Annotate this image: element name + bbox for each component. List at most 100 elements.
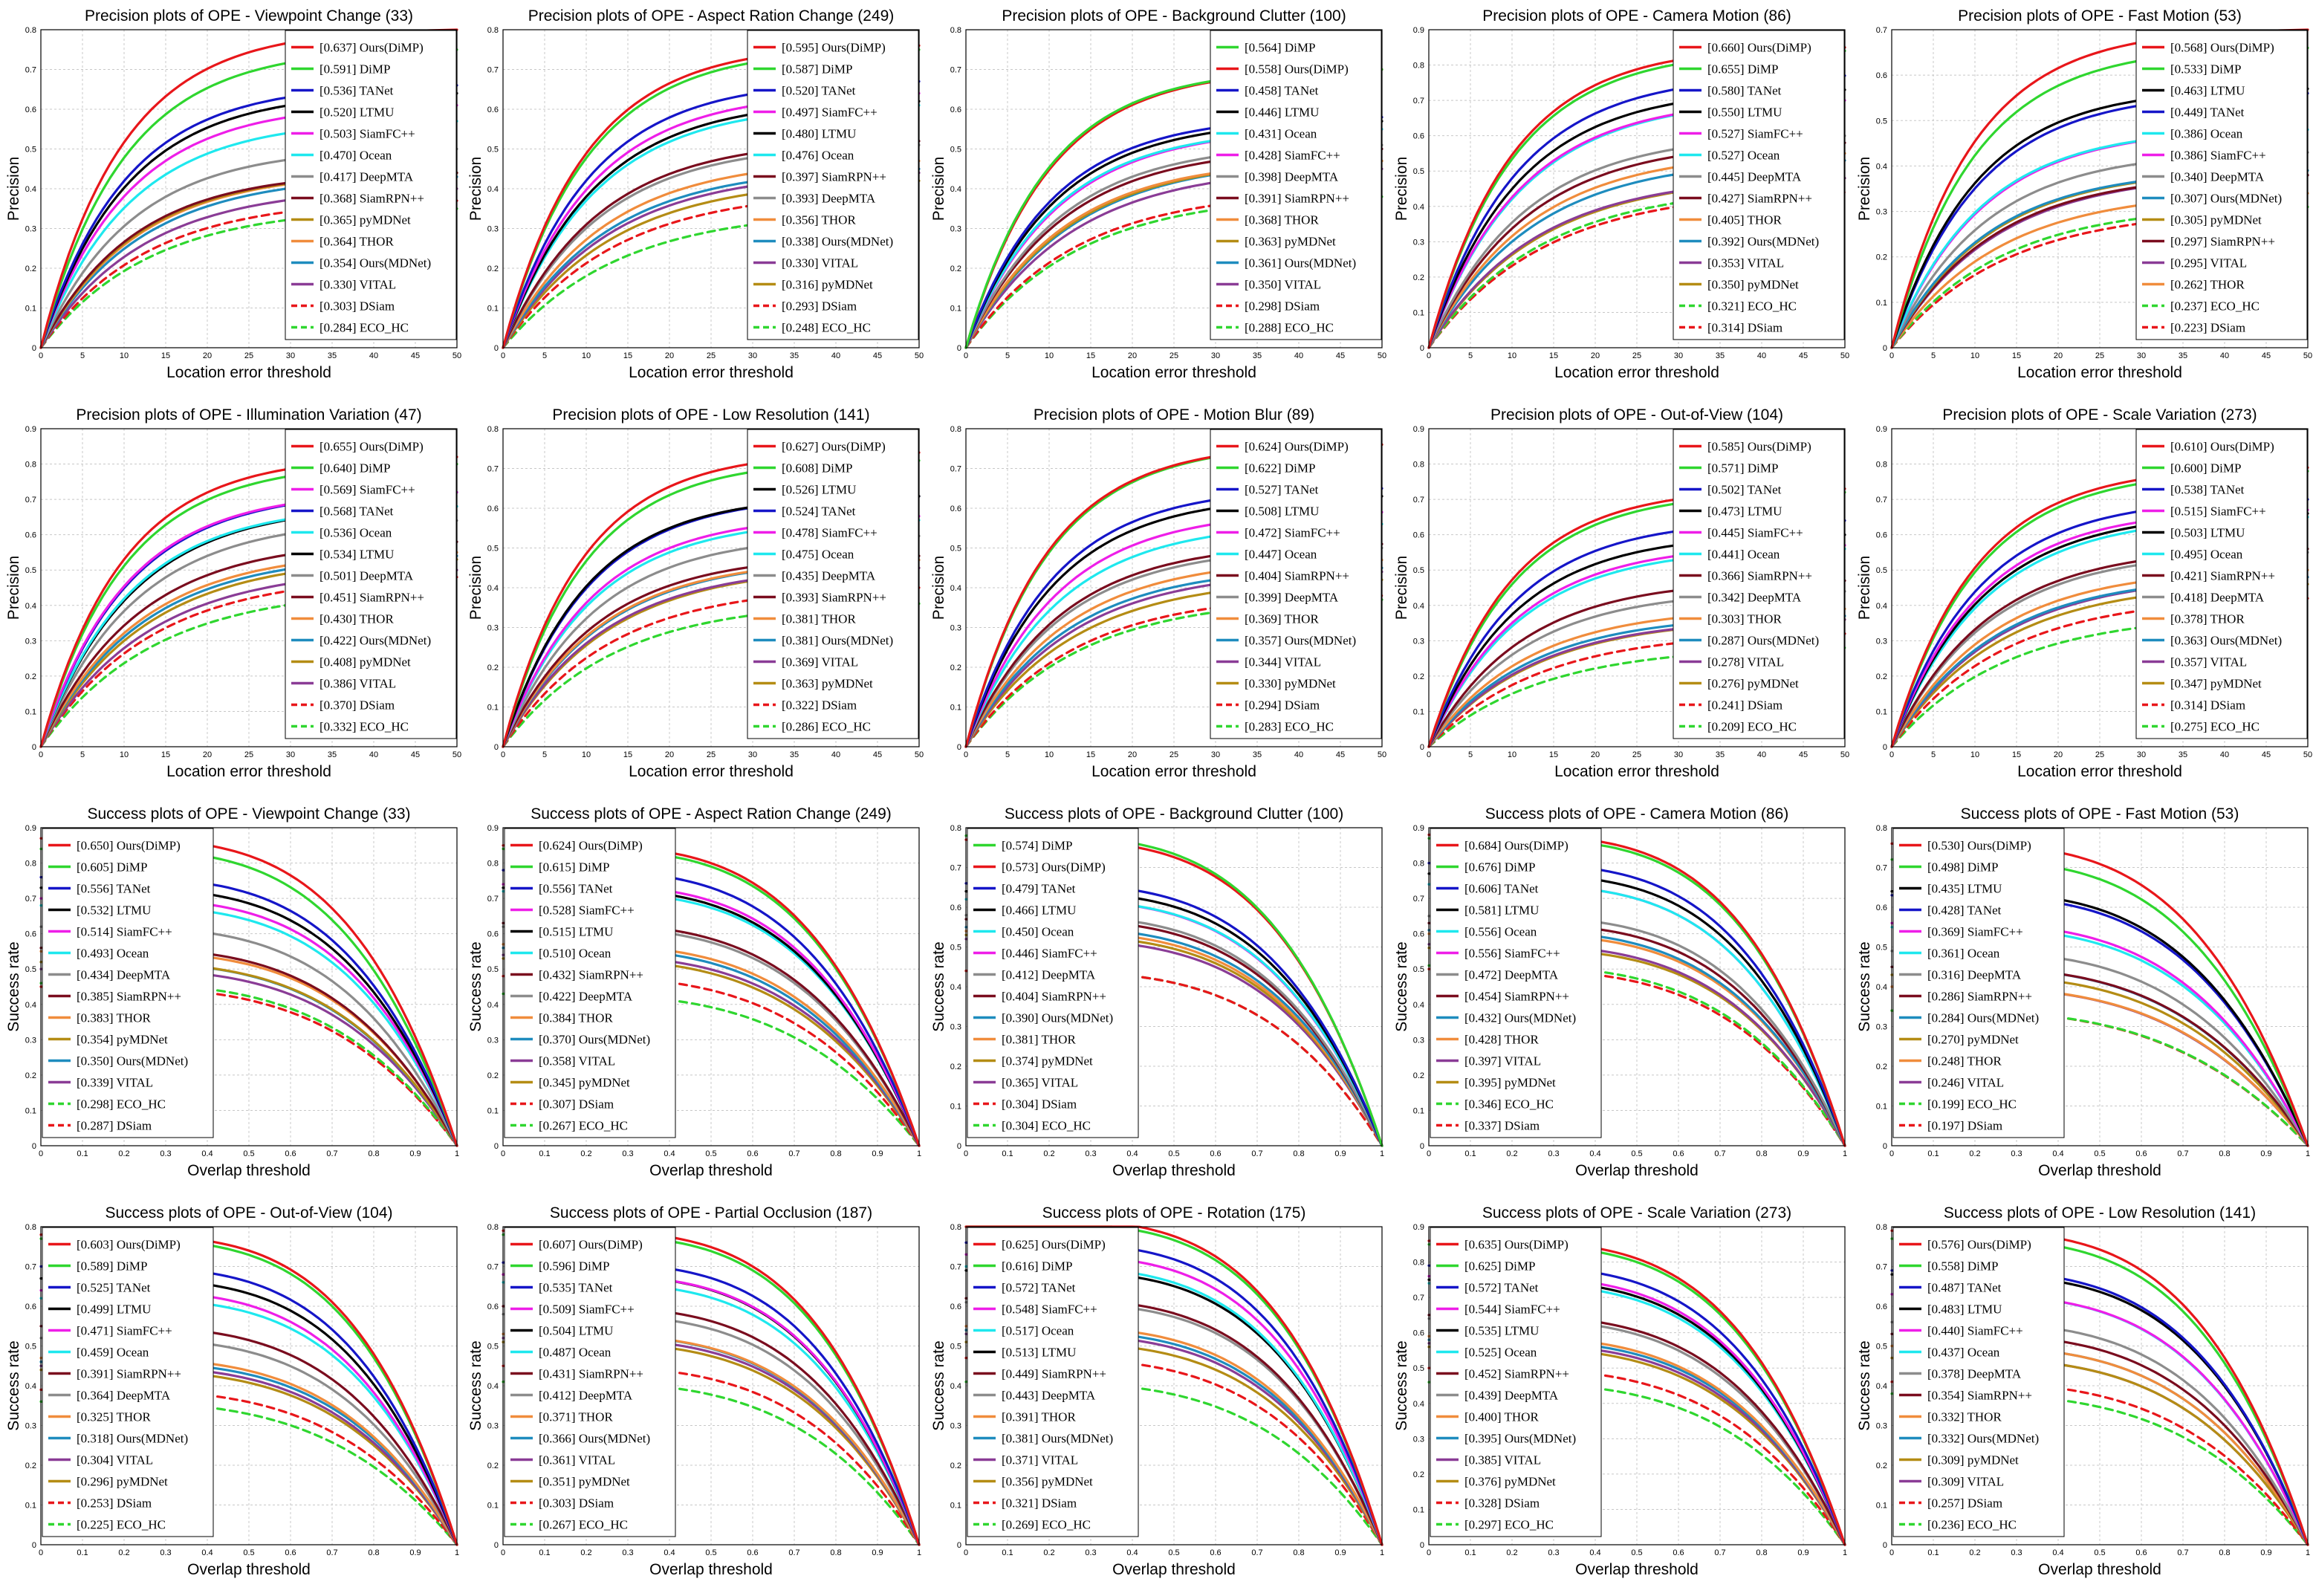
legend-entry: [0.536] TANet <box>319 84 394 98</box>
legend-entry: [0.356] pyMDNet <box>1002 1475 1093 1489</box>
y-tick-label: 0.4 <box>25 602 36 611</box>
legend-entry: [0.684] Ours(DiMP) <box>1464 839 1569 853</box>
legend-entry: [0.391] THOR <box>1002 1410 1076 1424</box>
x-tick-label: 0.6 <box>2135 1548 2147 1557</box>
x-tick-label: 0.4 <box>1126 1548 1138 1557</box>
plot-frame <box>502 1226 920 1545</box>
legend-entry: [0.405] THOR <box>1707 213 1782 227</box>
legend-entry: [0.237] ECO_HC <box>2170 299 2260 314</box>
y-tick-label: 0.3 <box>1876 637 1887 646</box>
plot-svg: Success plots of OPE - Fast Motion (53) 0… <box>1856 805 2310 1179</box>
y-tick-label: 0.7 <box>25 1263 36 1272</box>
legend-entry: [0.398] DeepMTA <box>1245 170 1339 184</box>
y-tick-label: 0.6 <box>950 904 961 912</box>
x-tick-label: 0.1 <box>539 1548 550 1557</box>
x-tick-label: 50 <box>1840 351 1849 360</box>
legend-entry: [0.288] ECO_HC <box>1245 321 1334 335</box>
x-tick-label: 25 <box>1632 750 1641 759</box>
x-tick-label: 45 <box>411 351 420 360</box>
legend-entry: [0.676] DiMP <box>1464 860 1535 875</box>
legend-entry: [0.640] DiMP <box>319 461 390 476</box>
x-tick-label: 5 <box>80 351 85 360</box>
y-tick-label: 0.3 <box>1413 238 1424 247</box>
x-tick-label: 0.1 <box>1002 1548 1013 1557</box>
legend-entry: [0.344] VITAL <box>1245 655 1321 669</box>
y-tick-label: 0.5 <box>1413 1364 1424 1373</box>
x-tick-label: 0.5 <box>2094 1149 2105 1158</box>
legend-entry: [0.499] LTMU <box>77 1303 151 1317</box>
x-tick-label: 0 <box>1427 750 1431 759</box>
x-tick-label: 0.7 <box>2177 1548 2188 1557</box>
legend-entry: [0.386] SiamFC++ <box>2170 149 2266 163</box>
legend-box <box>1892 1227 2065 1537</box>
y-tick-label: 0 <box>1420 743 1424 752</box>
legend-entry: [0.428] TANet <box>1927 904 2002 918</box>
y-tick-label: 0.6 <box>950 106 961 114</box>
x-tick-label: 30 <box>2137 750 2146 759</box>
y-tick-label: 0.7 <box>1413 97 1424 106</box>
success-plot-panel: Success plots of OPE - Scale Variation (… <box>1388 1197 1850 1596</box>
x-tick-label: 0.2 <box>118 1149 129 1158</box>
x-tick-label: 5 <box>1468 750 1473 759</box>
y-axis-label: Precision <box>1856 556 1873 620</box>
success-plot-panel: Success plots of OPE - Rotation (175) 0 0.… <box>925 1197 1387 1596</box>
legend-entry: [0.391] SiamRPN++ <box>77 1367 181 1381</box>
y-tick-label: 0.8 <box>25 461 36 470</box>
legend-entry: [0.357] VITAL <box>2170 655 2247 669</box>
plot-svg: Success plots of OPE - Viewpoint Change … <box>5 805 459 1179</box>
y-tick-label: 0.1 <box>1876 1502 1887 1511</box>
legend-entry: [0.520] TANet <box>782 84 856 98</box>
x-tick-label: 0.4 <box>2052 1548 2063 1557</box>
legend-entry: [0.393] DeepMTA <box>782 192 876 206</box>
legend-entry: [0.471] SiamFC++ <box>77 1324 172 1338</box>
plot-title: Success plots of OPE - Rotation (175) <box>1042 1204 1306 1222</box>
y-tick-label: 0.7 <box>1413 1294 1424 1303</box>
legend-entry: [0.427] SiamRPN++ <box>1707 192 1812 206</box>
legend: [0.625] Ours(DiMP) [0.616] DiMP [0.572] TA… <box>967 1227 1139 1537</box>
legend-entry: [0.346] ECO_HC <box>1464 1097 1554 1112</box>
legend-entry: [0.236] ECO_HC <box>1927 1518 2017 1532</box>
legend-entry: [0.404] SiamRPN++ <box>1002 990 1106 1004</box>
y-tick-label: 0.3 <box>950 624 961 633</box>
y-tick-label: 0.2 <box>950 265 961 273</box>
x-tick-label: 5 <box>1931 750 1936 759</box>
legend-entry: [0.354] pyMDNet <box>77 1033 168 1047</box>
legend-entry: [0.473] LTMU <box>1707 505 1782 519</box>
x-tick-label: 20 <box>1128 351 1137 360</box>
x-tick-label: 30 <box>748 351 757 360</box>
legend-entry: [0.527] Ocean <box>1707 149 1780 163</box>
legend-entry: [0.298] DSiam <box>1245 299 1320 314</box>
x-tick-label: 20 <box>1591 750 1600 759</box>
legend-entry: [0.434] DeepMTA <box>77 968 171 982</box>
legend-entry: [0.466] LTMU <box>1002 904 1076 918</box>
legend-entry: [0.435] LTMU <box>1927 882 2002 896</box>
legend: [0.684] Ours(DiMP) [0.676] DiMP [0.606] TA… <box>1430 828 1602 1138</box>
success-plot-panel: Success plots of OPE - Viewpoint Change … <box>0 798 462 1197</box>
y-tick-label: 0.4 <box>1876 983 1887 992</box>
y-tick-label: 0.8 <box>487 860 499 869</box>
legend-entry: [0.366] Ours(MDNet) <box>539 1432 650 1446</box>
plot-frame <box>40 827 458 1146</box>
plot-svg: Success plots of OPE - Scale Variation (… <box>1393 1204 1847 1578</box>
y-tick-label: 0.8 <box>1876 1223 1887 1232</box>
x-axis-label: Overlap threshold <box>187 1561 311 1578</box>
legend-entry: [0.283] ECO_HC <box>1245 720 1334 734</box>
plot-svg: Precision plots of OPE - Out-of-View (10… <box>1393 406 1849 780</box>
legend-entry: [0.338] Ours(MDNet) <box>782 235 893 249</box>
y-axis-label: Precision <box>1393 157 1410 221</box>
plot-title: Success plots of OPE - Fast Motion (53) <box>1961 805 2239 823</box>
legend-entry: [0.650] Ours(DiMP) <box>77 839 181 853</box>
plot-frame <box>1428 29 1846 348</box>
y-tick-label: 0.5 <box>950 1343 961 1352</box>
legend-entry: [0.392] Ours(MDNet) <box>1707 235 1819 249</box>
y-tick-label: 0.6 <box>25 930 36 939</box>
x-tick-label: 45 <box>2262 351 2271 360</box>
y-tick-label: 0.7 <box>487 1263 499 1272</box>
legend-entry: [0.443] DeepMTA <box>1002 1389 1096 1403</box>
x-tick-label: 0.8 <box>830 1548 841 1557</box>
legend-entry: [0.446] LTMU <box>1245 106 1319 120</box>
legend-entry: [0.314] DSiam <box>1707 321 1782 335</box>
y-tick-label: 0.5 <box>25 566 36 575</box>
legend-box <box>504 828 676 1138</box>
